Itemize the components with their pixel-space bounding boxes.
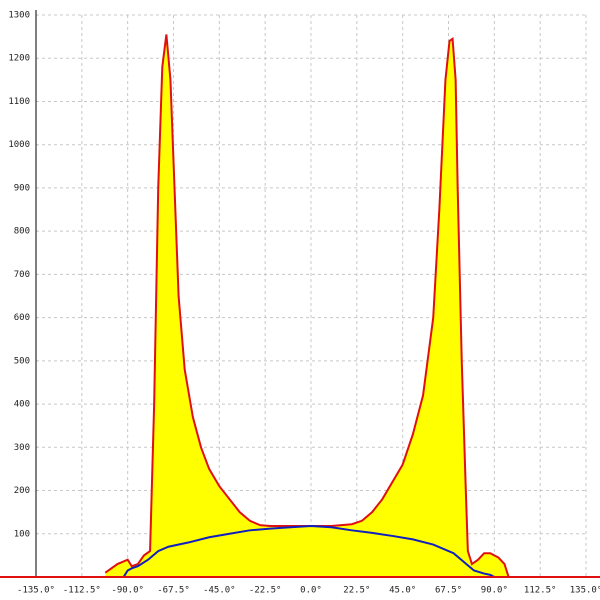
x-tick-label: 67.5° [435, 586, 462, 596]
x-tick-label: -67.5° [157, 586, 190, 596]
y-tick-label: 400 [14, 400, 30, 410]
y-tick-label: 1000 [8, 140, 30, 150]
x-tick-label: 90.0° [481, 586, 508, 596]
y-tick-label: 1200 [8, 54, 30, 64]
x-tick-label: -112.5° [63, 586, 101, 596]
x-tick-label: 135.0° [570, 586, 600, 596]
x-tick-label: -135.0° [17, 586, 55, 596]
x-tick-label: 45.0° [389, 586, 416, 596]
x-tick-label: 0.0° [300, 586, 322, 596]
y-tick-label: 800 [14, 227, 30, 237]
y-tick-label: 300 [14, 443, 30, 453]
x-tick-label: 112.5° [524, 586, 557, 596]
x-tick-label: -22.5° [249, 586, 282, 596]
y-tick-label: 900 [14, 183, 30, 193]
y-tick-label: 200 [14, 486, 30, 496]
x-tick-label: -45.0° [203, 586, 236, 596]
area-fill [105, 34, 509, 577]
y-tick-label: 100 [14, 529, 30, 539]
y-tick-label: 600 [14, 313, 30, 323]
series-line [122, 524, 495, 578]
x-tick-label: 22.5° [343, 586, 370, 596]
x-tick-label: -90.0° [111, 586, 144, 596]
y-tick-label: 700 [14, 270, 30, 280]
y-tick-label: 1100 [8, 97, 30, 107]
y-tick-label: 1300 [8, 11, 30, 21]
y-tick-label: 500 [14, 356, 30, 366]
